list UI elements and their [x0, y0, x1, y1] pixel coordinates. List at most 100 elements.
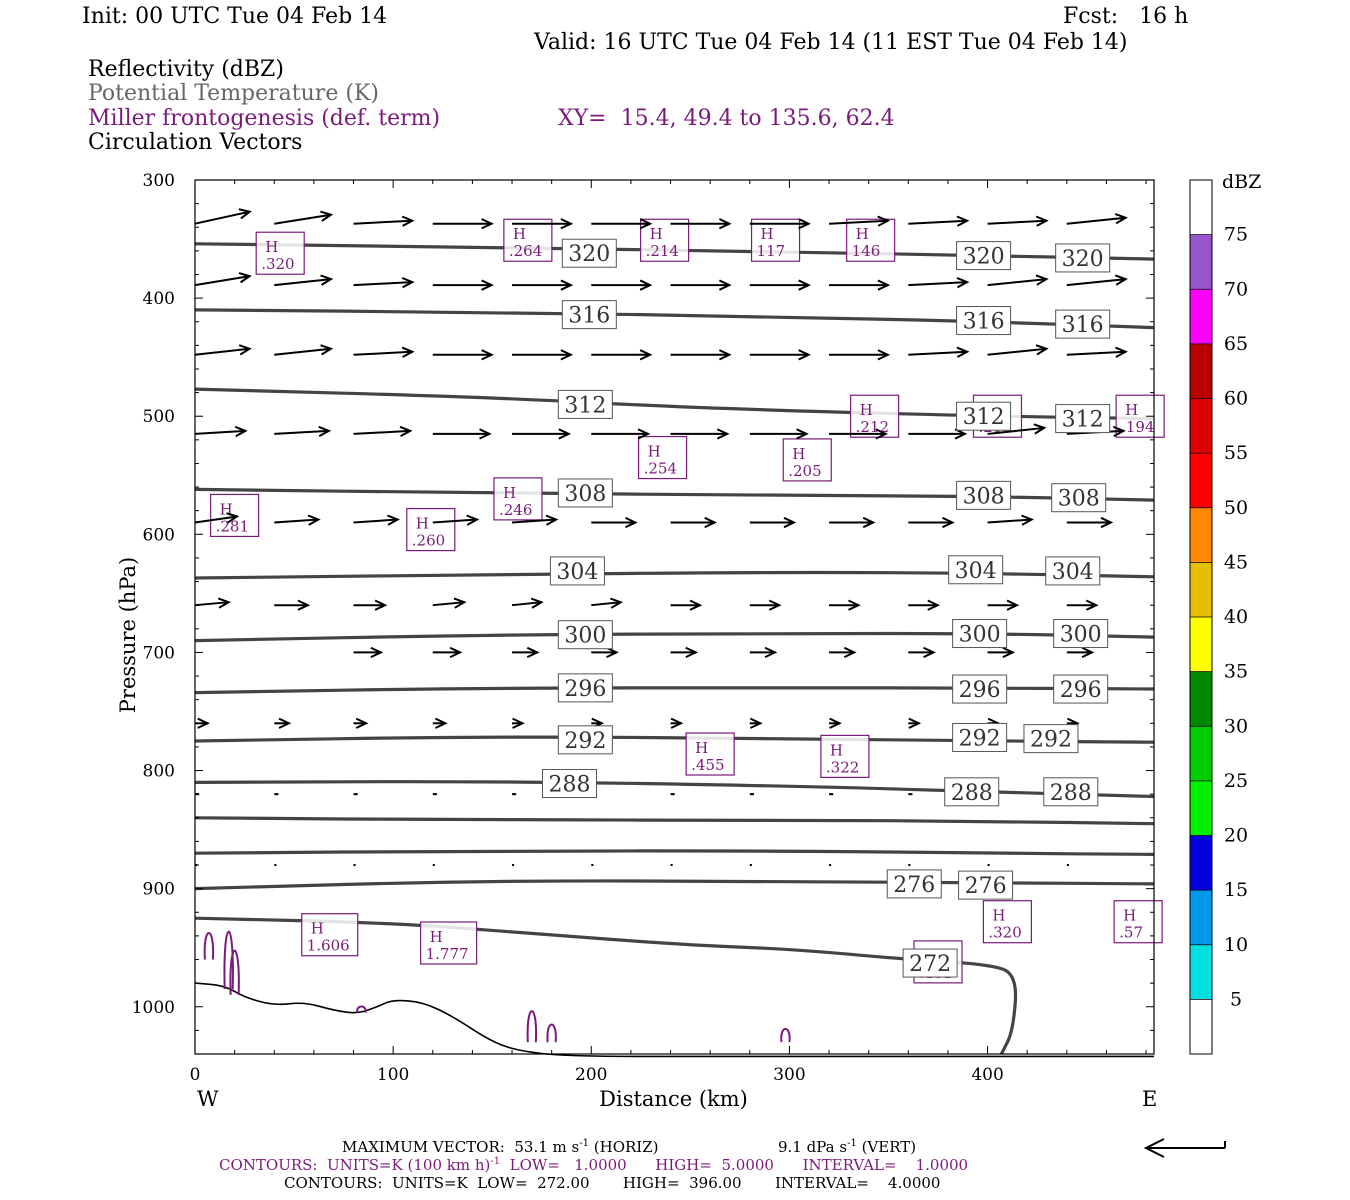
y-tick-label: 900 — [143, 880, 175, 900]
theta-label-box — [958, 870, 1014, 900]
vector-7-4 — [512, 717, 525, 729]
fronto-value: .260 — [412, 532, 445, 550]
vector-head — [829, 717, 842, 729]
theta-label-box — [956, 241, 1012, 271]
theta-label-300: 300 — [557, 620, 613, 650]
theta-label-box — [944, 777, 1000, 807]
vector-5-5 — [591, 597, 624, 609]
theta-contour-304 — [194, 570, 1155, 580]
frontogenesis-max-12: H.260 — [406, 508, 456, 552]
theta-contour-284 — [194, 816, 1155, 826]
vector-head — [639, 349, 653, 361]
theta-label-text: 312 — [564, 393, 606, 418]
fronto-value: .322 — [826, 758, 859, 776]
theta-contour-292 — [194, 735, 1155, 744]
vector-head — [1035, 274, 1049, 286]
colorbar-tick-label: 15 — [1224, 879, 1248, 901]
theta-label-300: 300 — [952, 619, 1008, 649]
fronto-high-marker: H — [1125, 401, 1138, 419]
theta-label-text: 312 — [1062, 408, 1104, 433]
vector-shaft — [511, 518, 557, 524]
vector-head — [798, 349, 811, 361]
vector-head — [670, 717, 684, 729]
theta-label-text: 320 — [963, 245, 1005, 270]
frontogenesis-max-17: H.320 — [982, 900, 1032, 944]
x-tick-label: 400 — [971, 1065, 1003, 1085]
vector-shaft — [432, 601, 465, 607]
vector-head — [704, 516, 717, 529]
vector-head — [1115, 346, 1128, 358]
vector-shaft — [353, 281, 413, 287]
vector-head — [606, 646, 619, 659]
y-tick-label: 400 — [143, 289, 175, 309]
vector-head — [234, 425, 248, 438]
vector-0-7 — [749, 218, 811, 230]
vector-1-2 — [353, 277, 415, 289]
fronto-box — [846, 218, 896, 262]
y-tick-label: 800 — [143, 762, 175, 782]
theta-label-box — [1043, 777, 1099, 807]
theta-label-box — [557, 478, 613, 508]
vector-head — [843, 646, 857, 659]
vector-2-0 — [194, 344, 252, 356]
theta-label-box — [952, 619, 1008, 649]
vector-head — [764, 646, 778, 659]
theta-label-box — [549, 556, 605, 586]
vector-shaft — [987, 518, 1032, 524]
vector-shaft — [828, 219, 888, 225]
vector-head — [453, 597, 467, 609]
theta-label-box — [952, 722, 1008, 752]
fronto-high-marker: H — [430, 928, 443, 946]
theta-label-text: 308 — [963, 484, 1005, 509]
vector-4-2 — [353, 514, 400, 526]
vector-shaft — [353, 429, 411, 435]
theta-label-box — [956, 401, 1012, 431]
theta-label-box — [1051, 483, 1107, 513]
vector-shaft — [1066, 350, 1126, 356]
vector-0-5 — [591, 218, 653, 230]
vector-shaft — [194, 347, 250, 356]
theta-label-text: 300 — [1060, 623, 1102, 648]
vector-head — [956, 215, 970, 227]
vector-2-2 — [353, 346, 415, 358]
colorbar-segment — [1190, 289, 1212, 344]
theta-label-312: 312 — [557, 389, 613, 419]
colorbar-tick-label: 10 — [1224, 934, 1248, 956]
fronto-high-marker: H — [513, 225, 526, 243]
vector-head — [609, 597, 624, 609]
vector-head — [956, 346, 970, 358]
colorbar-segment — [1190, 234, 1212, 290]
vector-head — [481, 218, 494, 230]
vector-head — [401, 346, 415, 358]
fronto-box — [982, 900, 1032, 944]
theta-label-box — [1053, 619, 1109, 649]
vector-5-0 — [194, 597, 231, 609]
theta-label-312: 312 — [956, 401, 1012, 431]
vector-head — [355, 717, 369, 729]
fronto-value: .281 — [216, 517, 249, 535]
vector-2-10 — [987, 344, 1049, 356]
fronto-high-marker: H — [856, 225, 869, 243]
vector-head — [796, 428, 809, 440]
y-tick-label: 300 — [143, 171, 175, 191]
frontogenesis-max-14: H.322 — [820, 734, 870, 778]
vector-head — [877, 279, 891, 291]
colorbar-tick-label: 50 — [1224, 497, 1248, 519]
colorbar-tick-label: 65 — [1224, 333, 1248, 355]
colorbar-segment — [1190, 835, 1212, 891]
colorbar-segment — [1190, 671, 1212, 727]
vector-1-7 — [749, 279, 811, 291]
vector-0-1 — [274, 210, 334, 225]
vector-shaft — [274, 347, 332, 356]
frontogenesis-max-8: H.254 — [638, 435, 688, 480]
vector-head — [1021, 514, 1034, 526]
vector-0-0 — [194, 208, 252, 225]
frontogenesis-max-15: H1.606 — [301, 913, 359, 957]
x-tick-label: 300 — [773, 1065, 805, 1085]
vector-4-5 — [591, 516, 638, 529]
forecast-hour: Fcst: 16 h — [1063, 4, 1189, 29]
vector-shaft — [194, 601, 229, 607]
vector-2-8 — [829, 349, 891, 361]
